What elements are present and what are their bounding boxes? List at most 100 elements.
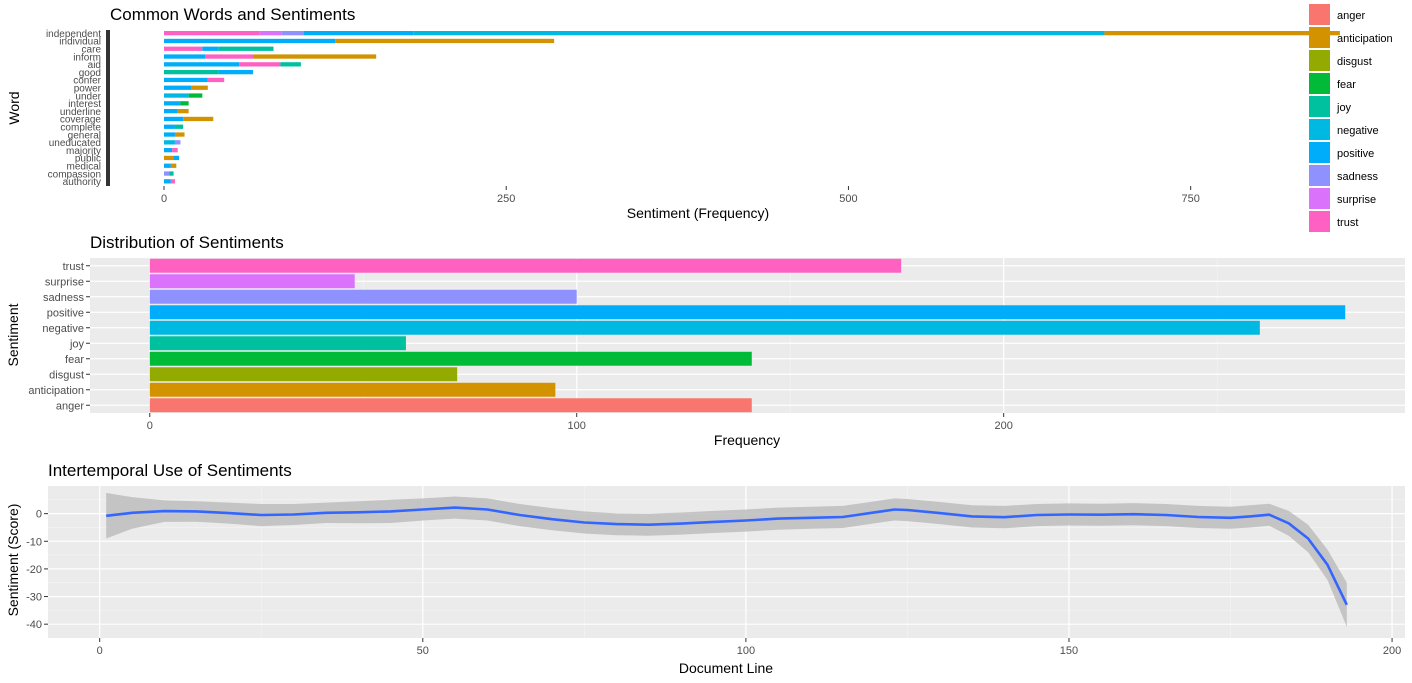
y-tick-label: positive (47, 307, 84, 319)
word-bar-segment (164, 93, 189, 98)
word-bar-segment (164, 116, 184, 122)
word-bar-segment (218, 70, 253, 75)
common-words-x-ticks: 0 250 500 750 (161, 186, 1200, 205)
y-tick-label: anger (56, 400, 84, 412)
legend-label: fear (1337, 79, 1356, 91)
sentiment-bar-joy (149, 336, 406, 351)
sentiment-bar-fear (149, 351, 752, 366)
word-bar-segment (174, 132, 185, 137)
legend-swatch-positive (1309, 142, 1330, 163)
word-bar-segment (207, 77, 225, 83)
word-bar-segment (173, 155, 180, 161)
legend-swatch-sadness (1309, 165, 1330, 186)
word-bar-segment (164, 54, 206, 59)
word-bar-segment (164, 85, 192, 90)
intertemporal-chart: Intertemporal Use of Sentiments -40 -30 -2… (5, 461, 1405, 676)
legend-label: anger (1337, 10, 1365, 22)
word-bar-segment (205, 54, 253, 59)
word-tick-label: majority (66, 146, 101, 157)
word-bar-segment (164, 140, 175, 145)
word-tick-label: coverage (60, 115, 102, 126)
intertemporal-x-ticks: 0 50 100 150 200 (97, 638, 1401, 657)
y-tick-label: fear (65, 354, 84, 366)
distribution-xlabel: Frequency (714, 432, 780, 448)
sentiment-bar-anticipation (149, 382, 556, 397)
word-tick-label: aid (88, 60, 101, 71)
x-tick-label: 0 (147, 420, 153, 432)
word-bar-segment (164, 148, 173, 153)
word-bar-segment (164, 132, 175, 137)
y-tick-label: -40 (26, 619, 42, 631)
word-bar-segment (202, 46, 219, 51)
word-bar-segment (172, 148, 178, 153)
y-tick-label: surprise (45, 276, 84, 288)
word-tick-label: uneducated (49, 138, 101, 149)
word-bar-segment (259, 31, 282, 36)
confidence-band (106, 492, 1347, 627)
word-bar-segment (164, 171, 170, 176)
intertemporal-title: Intertemporal Use of Sentiments (48, 461, 292, 480)
legend-swatch-disgust (1309, 50, 1330, 71)
y-tick-label: sadness (43, 292, 84, 304)
intertemporal-xlabel: Document Line (679, 660, 773, 676)
common-words-xlabel: Sentiment (Frequency) (627, 205, 769, 221)
word-bar-segment (169, 171, 174, 176)
sentiment-legend: anger anticipation disgust fear joy negative p… (1309, 4, 1393, 232)
sentiment-bar-positive (149, 305, 1346, 320)
common-words-ylabel: Word (6, 91, 22, 124)
legend-label: sadness (1337, 171, 1378, 183)
word-bar-segment (164, 77, 208, 83)
legend-label: negative (1337, 125, 1379, 137)
word-bar-segment (252, 54, 377, 59)
word-bar-segment (164, 163, 171, 168)
legend-label: positive (1337, 148, 1374, 160)
word-bar-segment (164, 124, 175, 129)
word-tick-label: public (75, 154, 101, 165)
legend-swatch-joy (1309, 96, 1330, 117)
common-words-bars (164, 31, 1340, 184)
sentiment-bar-trust (149, 258, 902, 273)
intertemporal-y-ticks: -40 -30 -20 -10 0 (26, 509, 48, 631)
x-tick-label: 0 (97, 645, 103, 657)
word-bar-segment (170, 163, 177, 168)
x-tick-label: 200 (1383, 645, 1401, 657)
sentiment-bar-anger (149, 398, 752, 413)
distribution-title: Distribution of Sentiments (90, 233, 284, 252)
y-tick-label: -20 (26, 564, 42, 576)
y-tick-label: trust (63, 261, 84, 273)
common-words-word-ticks: independentindividualcareinformaidgoodco… (46, 29, 110, 188)
word-bar-segment (413, 31, 1105, 36)
x-tick-label: 0 (161, 193, 167, 205)
word-tick-label: power (74, 84, 102, 95)
word-tick-label: general (68, 130, 101, 141)
word-tick-label: independent (46, 29, 101, 40)
word-bar-segment (177, 109, 189, 114)
word-bar-segment (164, 46, 203, 51)
x-tick-label: 200 (994, 420, 1012, 432)
legend-swatch-anticipation (1309, 27, 1330, 48)
common-words-chart: Common Words and Sentiments independenti… (6, 5, 1340, 221)
word-bar-segment (174, 140, 181, 145)
distribution-chart: Distribution of Sentiments anger anticipa… (5, 233, 1405, 448)
word-tick-label: underline (60, 107, 102, 118)
word-bar-segment (174, 124, 184, 129)
sentiment-bar-surprise (149, 274, 355, 289)
confidence-ribbon (106, 492, 1347, 627)
word-bar-segment (164, 155, 174, 161)
word-bar-segment (335, 38, 555, 44)
x-tick-label: 750 (1181, 193, 1199, 205)
sentiment-trend-line (106, 506, 1348, 606)
sentiment-bar-sadness (149, 289, 577, 304)
intertemporal-ylabel: Sentiment (Score) (5, 504, 21, 617)
y-tick-label: negative (42, 323, 84, 335)
word-bar-segment (164, 38, 336, 44)
x-tick-label: 100 (568, 420, 586, 432)
legend-label: joy (1336, 102, 1352, 114)
x-tick-label: 500 (839, 193, 857, 205)
word-bar-segment (164, 179, 171, 184)
legend-swatch-negative (1309, 119, 1330, 140)
word-bar-segment (164, 70, 219, 75)
smooth-line (106, 506, 1348, 606)
word-tick-label: good (79, 68, 101, 79)
word-tick-label: care (82, 45, 102, 56)
